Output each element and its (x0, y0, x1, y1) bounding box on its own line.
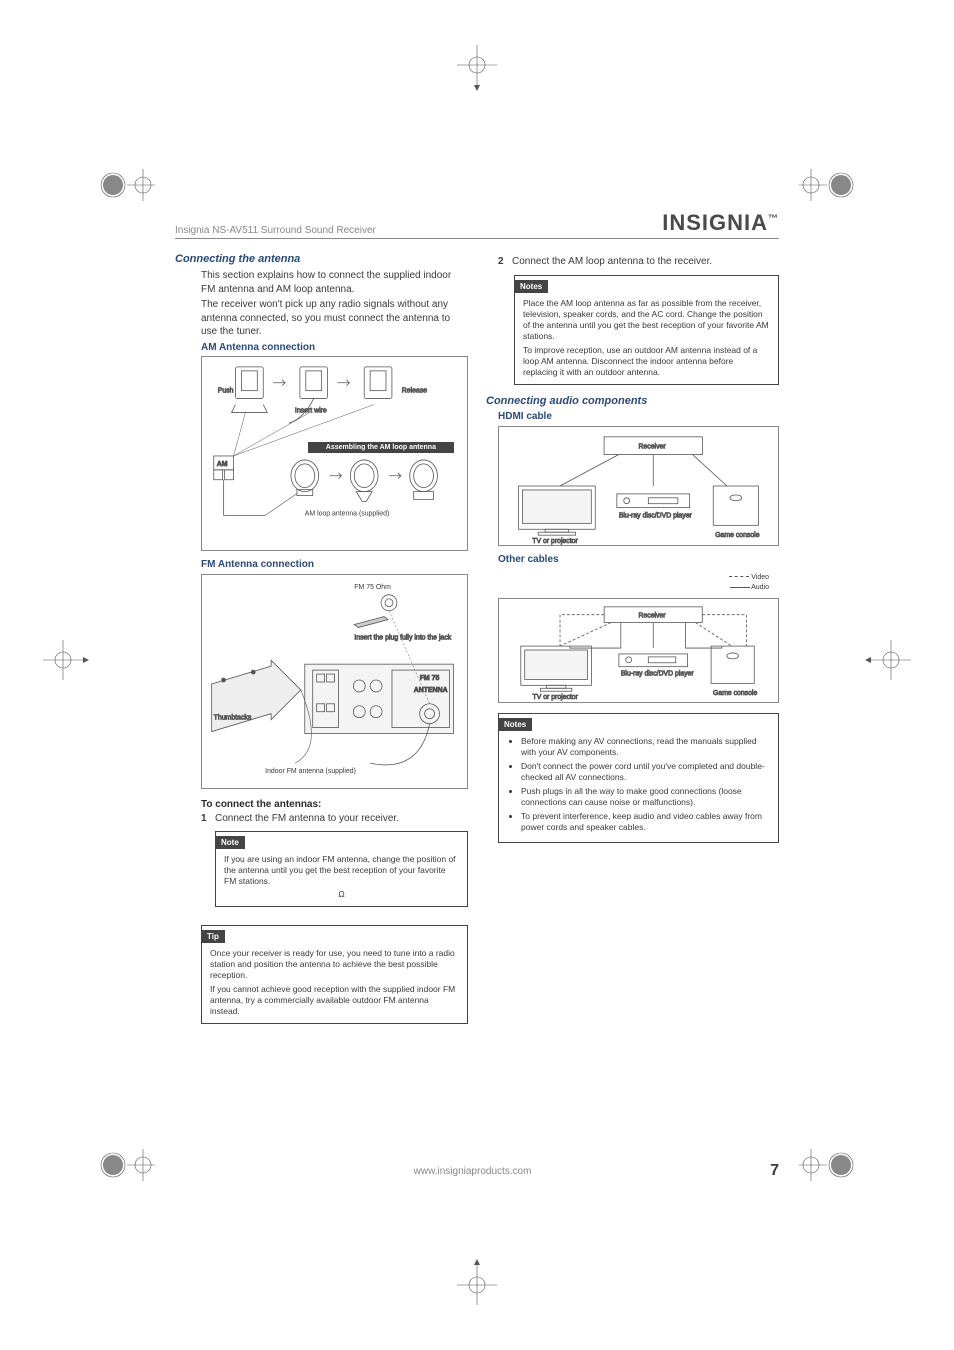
figure-hdmi: Receiver TV or projector Blu-ray disc/DV… (498, 426, 779, 546)
regmark-bl (95, 1135, 155, 1195)
notes1-a: Place the AM loop antenna as far as poss… (523, 298, 770, 342)
regmark-mr (861, 630, 921, 690)
svg-text:Receiver: Receiver (639, 443, 667, 450)
step-2-text: Connect the AM loop antenna to the recei… (512, 255, 712, 269)
page-content: Insignia NS-AV511 Surround Sound Receive… (175, 210, 779, 1180)
regmark-tr (799, 155, 859, 215)
page-footer: www.insigniaproducts.com 7 (175, 1162, 779, 1180)
page-header: Insignia NS-AV511 Surround Sound Receive… (175, 210, 779, 239)
tip-title: Tip (201, 930, 225, 943)
svg-text:AM: AM (217, 460, 228, 467)
step-1-text: Connect the FM antenna to your receiver. (215, 812, 399, 826)
svg-text:TV or projector: TV or projector (533, 694, 579, 701)
notes1-title: Notes (514, 280, 548, 293)
brand-logo: INSIGNIA™ (662, 210, 779, 236)
right-column: 2 Connect the AM loop antenna to the rec… (486, 253, 779, 1024)
notes-box-1: Notes Place the AM loop antenna as far a… (514, 275, 779, 385)
hdmi-heading: HDMI cable (486, 411, 779, 422)
fm-heading: FM Antenna connection (175, 559, 468, 570)
step-2-num: 2 (498, 255, 512, 269)
notes2-item: Don't connect the power cord until you'v… (521, 761, 770, 783)
svg-text:Game console: Game console (713, 690, 757, 697)
notes2-title: Notes (498, 718, 532, 731)
section-audio: Connecting audio components (486, 395, 779, 407)
tip-box: Tip Once your receiver is ready for use,… (201, 925, 468, 1024)
footer-url: www.insigniaproducts.com (414, 1166, 532, 1177)
other-heading: Other cables (486, 554, 779, 565)
regmark-mt (447, 35, 507, 95)
connect-heading: To connect the antennas: (175, 799, 468, 810)
svg-text:ANTENNA: ANTENNA (414, 686, 448, 693)
svg-text:Push: Push (218, 387, 234, 394)
page-number: 7 (770, 1162, 779, 1180)
regmark-tl (95, 155, 155, 215)
step-1-num: 1 (201, 812, 215, 826)
svg-text:Blu-ray disc/DVD player: Blu-ray disc/DVD player (619, 512, 693, 519)
notes2-list: Before making any AV connections, read t… (507, 736, 770, 833)
svg-text:Receiver: Receiver (639, 612, 667, 619)
notes2-item: Before making any AV connections, read t… (521, 736, 770, 758)
step-2: 2 Connect the AM loop antenna to the rec… (486, 255, 779, 269)
figure-fm-antenna: FM 75 Ohm Insert the plug fully into the… (201, 574, 468, 789)
regmark-br (799, 1135, 859, 1195)
svg-text:Insert the plug fully into the: Insert the plug fully into the jack (354, 634, 451, 641)
notes-box-2: Notes Before making any AV connections, … (498, 713, 779, 843)
note-line-1: If you are using an indoor FM antenna, c… (224, 854, 459, 887)
left-column: Connecting the antenna This section expl… (175, 253, 468, 1024)
figure-am-antenna: Push Insert wire Release AM (201, 356, 468, 551)
note-box: Note If you are using an indoor FM anten… (215, 831, 468, 907)
svg-text:Indoor FM antenna (supplied): Indoor FM antenna (supplied) (265, 768, 356, 775)
cable-legend: Video Audio (498, 569, 779, 596)
svg-text:FM 75: FM 75 (420, 675, 440, 682)
step-1: 1 Connect the FM antenna to your receive… (175, 812, 468, 826)
intro-text-2: The receiver won't pick up any radio sig… (175, 298, 468, 339)
product-title: Insignia NS-AV511 Surround Sound Receive… (175, 225, 376, 236)
tip-line-2: If you cannot achieve good reception wit… (210, 984, 459, 1017)
intro-text-1: This section explains how to connect the… (175, 269, 468, 296)
regmark-mb (447, 1255, 507, 1315)
svg-text:Game console: Game console (715, 532, 760, 539)
tip-line-1: Once your receiver is ready for use, you… (210, 948, 459, 981)
svg-text:Blu-ray disc/DVD player: Blu-ray disc/DVD player (621, 670, 695, 677)
notes1-b: To improve reception, use an outdoor AM … (523, 345, 770, 378)
am-heading: AM Antenna connection (175, 342, 468, 353)
am-caption: Assembling the AM loop antenna (308, 442, 454, 453)
notes2-item: Push plugs in all the way to make good c… (521, 786, 770, 808)
svg-text:FM 75 Ohm: FM 75 Ohm (354, 583, 391, 590)
svg-text:AM loop antenna (supplied): AM loop antenna (supplied) (305, 510, 389, 517)
svg-text:Release: Release (402, 387, 427, 394)
svg-text:TV or projector: TV or projector (532, 538, 578, 545)
svg-text:Insert wire: Insert wire (295, 407, 327, 414)
note-title: Note (215, 836, 245, 849)
note-ohm: Ω (224, 889, 459, 900)
notes2-item: To prevent interference, keep audio and … (521, 811, 770, 833)
svg-text:Thumbtacks: Thumbtacks (214, 714, 252, 721)
regmark-ml (33, 630, 93, 690)
figure-other: Receiver TV or projector (498, 598, 779, 703)
section-antenna: Connecting the antenna (175, 253, 468, 265)
